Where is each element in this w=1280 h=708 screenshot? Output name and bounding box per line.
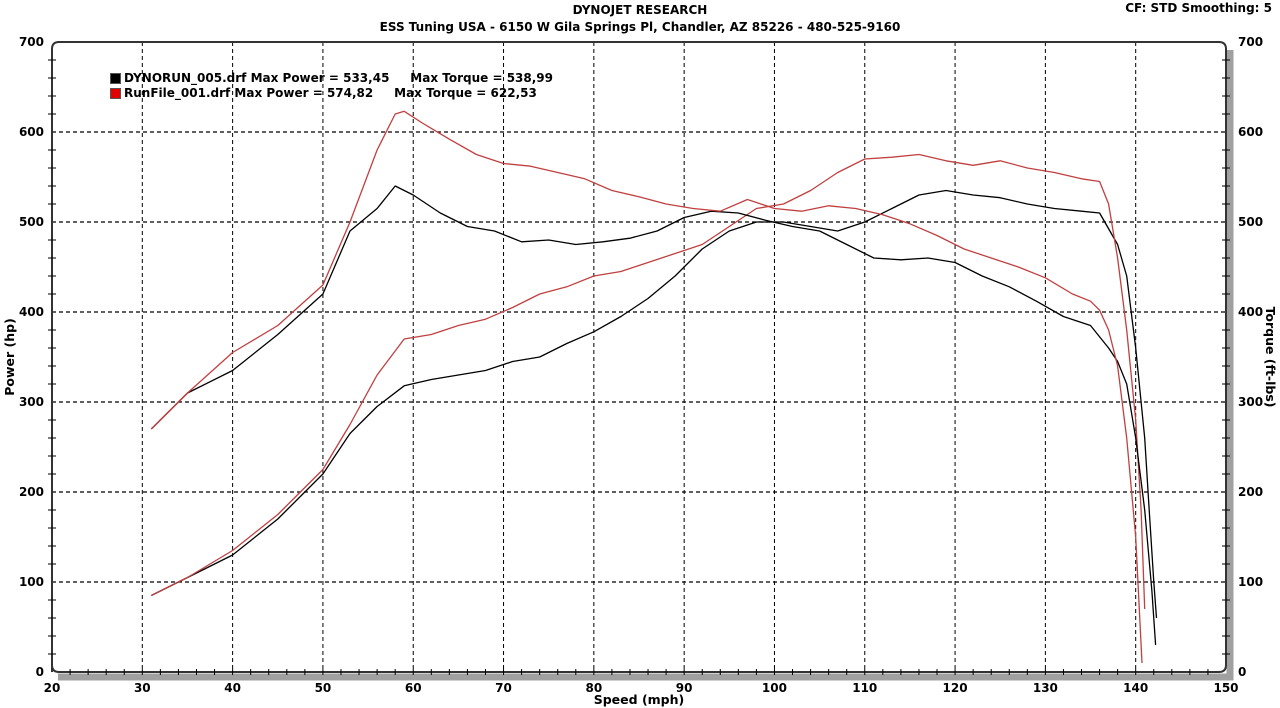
series-line-1 xyxy=(151,153,1146,610)
x-tick-label: 30 xyxy=(134,681,151,695)
legend-text: RunFile_001.drf Max Power = 574,82 Max T… xyxy=(124,86,537,100)
y-tick-label-right: 700 xyxy=(1238,35,1263,49)
y-tick-label-right: 200 xyxy=(1238,485,1263,499)
x-tick-label: 90 xyxy=(676,681,693,695)
x-tick-label: 130 xyxy=(1033,681,1058,695)
y-tick-label-right: 100 xyxy=(1238,575,1263,589)
y-tick-label-right: 0 xyxy=(1238,665,1246,679)
y-tick-label-left: 200 xyxy=(19,485,44,499)
y-tick-label-left: 700 xyxy=(19,35,44,49)
x-tick-label: 60 xyxy=(405,681,422,695)
legend-swatch-red xyxy=(110,88,121,99)
x-tick-label: 70 xyxy=(495,681,512,695)
x-tick-label: 20 xyxy=(44,681,61,695)
series-line-3 xyxy=(150,110,1143,664)
y-tick-label-left: 600 xyxy=(19,125,44,139)
y-tick-label-right: 500 xyxy=(1238,215,1263,229)
legend: DYNORUN_005.drf Max Power = 533,45 Max T… xyxy=(110,71,553,101)
x-axis-label: Speed (mph) xyxy=(594,692,685,707)
y-tick-label-left: 300 xyxy=(19,395,44,409)
x-tick-label: 80 xyxy=(585,681,602,695)
y-tick-label-left: 100 xyxy=(19,575,44,589)
legend-item-dynorun: DYNORUN_005.drf Max Power = 533,45 Max T… xyxy=(110,71,553,86)
x-tick-label: 140 xyxy=(1123,681,1148,695)
series-line-0 xyxy=(151,189,1158,619)
data-series xyxy=(150,110,1158,664)
y-tick-label-right: 400 xyxy=(1238,305,1263,319)
chart-subtitle: ESS Tuning USA - 6150 W Gila Springs Pl,… xyxy=(379,20,901,34)
y-tick-label-right: 600 xyxy=(1238,125,1263,139)
y-axis-label-left: Power (hp) xyxy=(2,318,17,396)
x-tick-label: 110 xyxy=(852,681,877,695)
plot-frame xyxy=(51,41,1227,673)
series-line-2 xyxy=(150,185,1157,646)
legend-text: DYNORUN_005.drf Max Power = 533,45 Max T… xyxy=(124,71,554,85)
plot-grid xyxy=(52,42,1226,672)
legend-item-runfile: RunFile_001.drf Max Power = 574,82 Max T… xyxy=(110,86,553,101)
x-tick-label: 100 xyxy=(762,681,787,695)
y-tick-label-left: 400 xyxy=(19,305,44,319)
chart-title: DYNOJET RESEARCH xyxy=(572,3,708,17)
frame-shadow xyxy=(58,50,1234,681)
plot-frame-shadow xyxy=(58,50,1234,681)
y-axis-label-right: Torque (ft-lbs) xyxy=(1263,307,1278,408)
y-tick-label-right: 300 xyxy=(1238,395,1263,409)
y-tick-label-left: 500 xyxy=(19,215,44,229)
y-tick-label-left: 0 xyxy=(36,665,44,679)
x-tick-label: 150 xyxy=(1213,681,1238,695)
correction-factor-info: CF: STD Smoothing: 5 xyxy=(1125,1,1272,15)
x-tick-label: 120 xyxy=(943,681,968,695)
x-tick-label: 50 xyxy=(315,681,332,695)
legend-swatch-black xyxy=(110,73,121,84)
x-tick-label: 40 xyxy=(224,681,241,695)
frame-border xyxy=(51,41,1227,673)
